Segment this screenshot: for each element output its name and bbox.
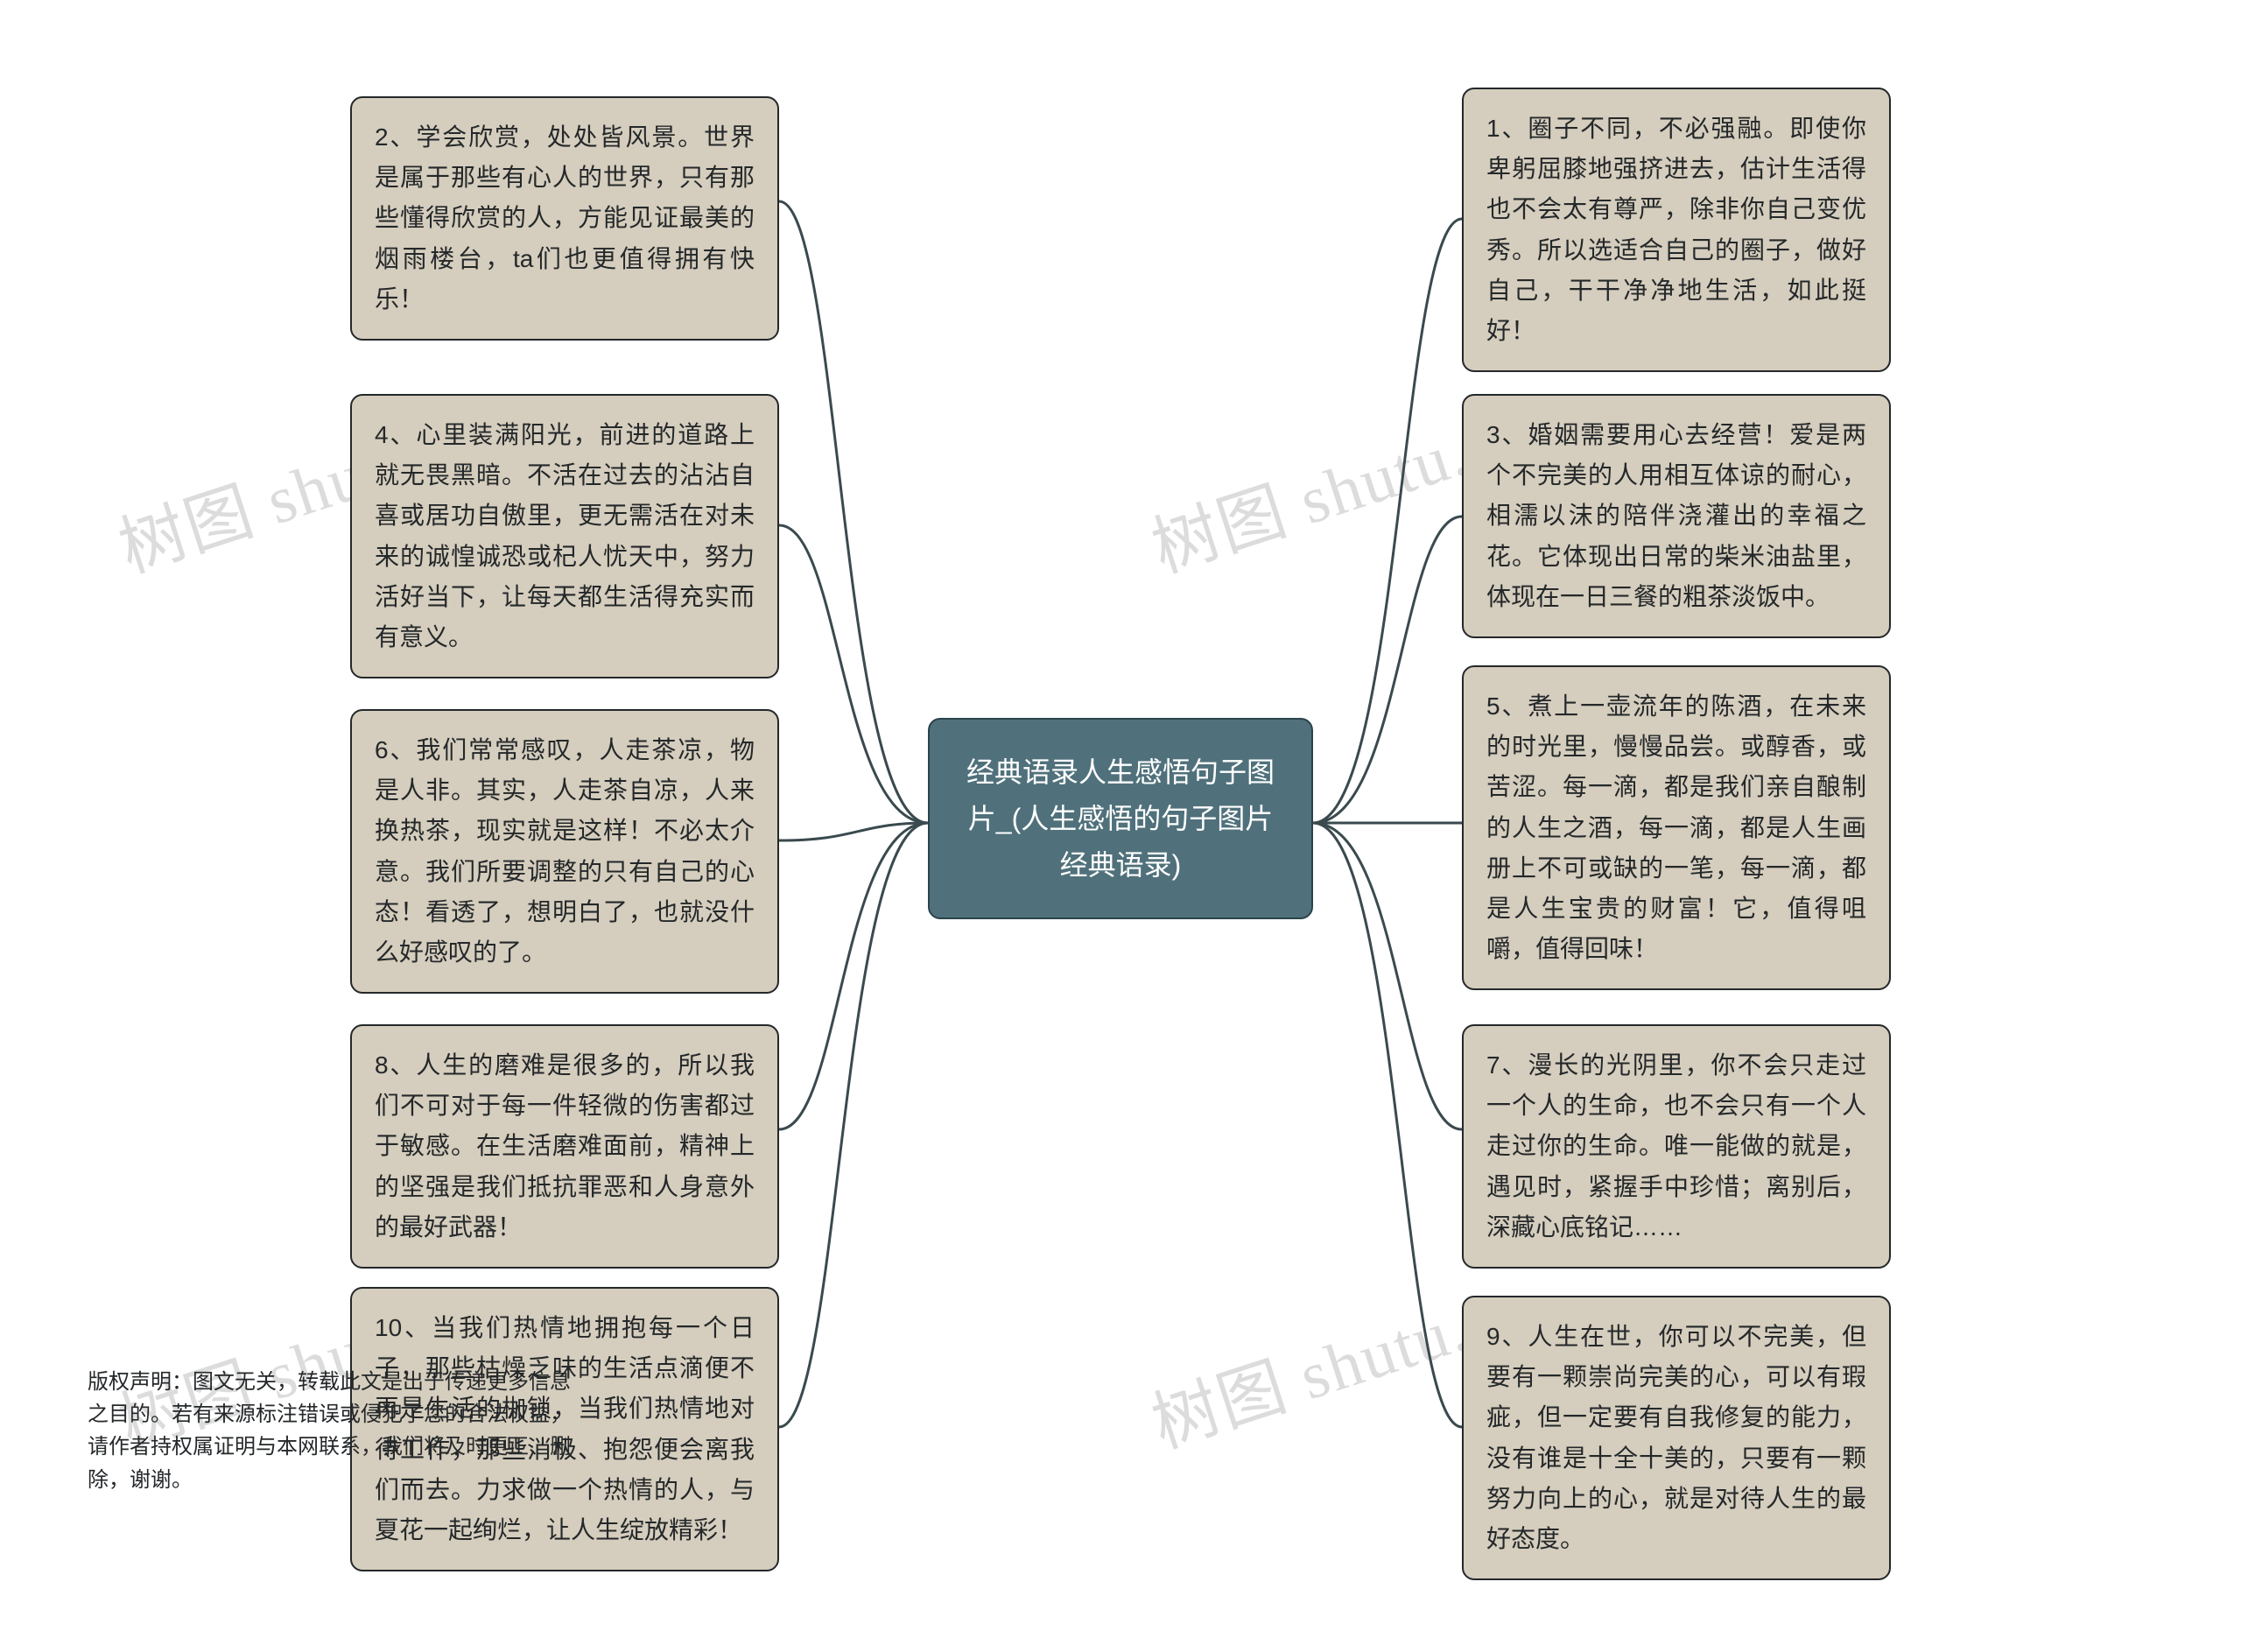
- leaf-node-8: 8、人生的磨难是很多的，所以我们不可对于每一件轻微的伤害都过于敏感。在生活磨难面…: [350, 1024, 779, 1269]
- leaf-node-7: 7、漫长的光阴里，你不会只走过一个人的生命，也不会只有一个人走过你的生命。唯一能…: [1462, 1024, 1891, 1269]
- leaf-text: 9、人生在世，你可以不完美，但要有一颗崇尚完美的心，可以有瑕疵，但一定要有自我修…: [1486, 1323, 1866, 1552]
- copyright-text: 版权声明：图文无关，转载此文是出于传递更多信息之目的。若有来源标注错误或侵犯了您…: [88, 1366, 578, 1496]
- leaf-node-5: 5、煮上一壶流年的陈酒，在未来的时光里，慢慢品尝。或醇香，或苦涩。每一滴，都是我…: [1462, 665, 1891, 990]
- mindmap-canvas: 树图 shutu.cn 树图 shutu.cn 树图 shutu.cn 树图 s…: [0, 0, 2241, 1652]
- leaf-text: 2、学会欣赏，处处皆风景。世界是属于那些有心人的世界，只有那些懂得欣赏的人，方能…: [375, 123, 755, 313]
- leaf-text: 1、圈子不同，不必强融。即使你卑躬屈膝地强挤进去，估计生活得也不会太有尊严，除非…: [1486, 115, 1866, 344]
- leaf-node-4: 4、心里装满阳光，前进的道路上就无畏黑暗。不活在过去的沾沾自喜或居功自傲里，更无…: [350, 394, 779, 678]
- leaf-text: 8、人生的磨难是很多的，所以我们不可对于每一件轻微的伤害都过于敏感。在生活磨难面…: [375, 1051, 755, 1241]
- leaf-text: 4、心里装满阳光，前进的道路上就无畏黑暗。不活在过去的沾沾自喜或居功自傲里，更无…: [375, 421, 755, 650]
- center-node-text: 经典语录人生感悟句子图片_(人生感悟的句子图片经典语录): [966, 756, 1275, 881]
- center-node: 经典语录人生感悟句子图片_(人生感悟的句子图片经典语录): [928, 718, 1313, 919]
- leaf-text: 6、我们常常感叹，人走茶凉，物是人非。其实，人走茶自凉，人来换热茶，现实就是这样…: [375, 736, 755, 966]
- leaf-node-3: 3、婚姻需要用心去经营！爱是两个不完美的人用相互体谅的耐心，相濡以沫的陪伴浇灌出…: [1462, 394, 1891, 638]
- leaf-node-2: 2、学会欣赏，处处皆风景。世界是属于那些有心人的世界，只有那些懂得欣赏的人，方能…: [350, 96, 779, 341]
- leaf-node-9: 9、人生在世，你可以不完美，但要有一颗崇尚完美的心，可以有瑕疵，但一定要有自我修…: [1462, 1296, 1891, 1580]
- leaf-node-1: 1、圈子不同，不必强融。即使你卑躬屈膝地强挤进去，估计生活得也不会太有尊严，除非…: [1462, 88, 1891, 372]
- leaf-text: 7、漫长的光阴里，你不会只走过一个人的生命，也不会只有一个人走过你的生命。唯一能…: [1486, 1051, 1866, 1241]
- leaf-text: 5、煮上一壶流年的陈酒，在未来的时光里，慢慢品尝。或醇香，或苦涩。每一滴，都是我…: [1486, 692, 1866, 962]
- leaf-text: 3、婚姻需要用心去经营！爱是两个不完美的人用相互体谅的耐心，相濡以沫的陪伴浇灌出…: [1486, 421, 1866, 610]
- leaf-node-6: 6、我们常常感叹，人走茶凉，物是人非。其实，人走茶自凉，人来换热茶，现实就是这样…: [350, 709, 779, 994]
